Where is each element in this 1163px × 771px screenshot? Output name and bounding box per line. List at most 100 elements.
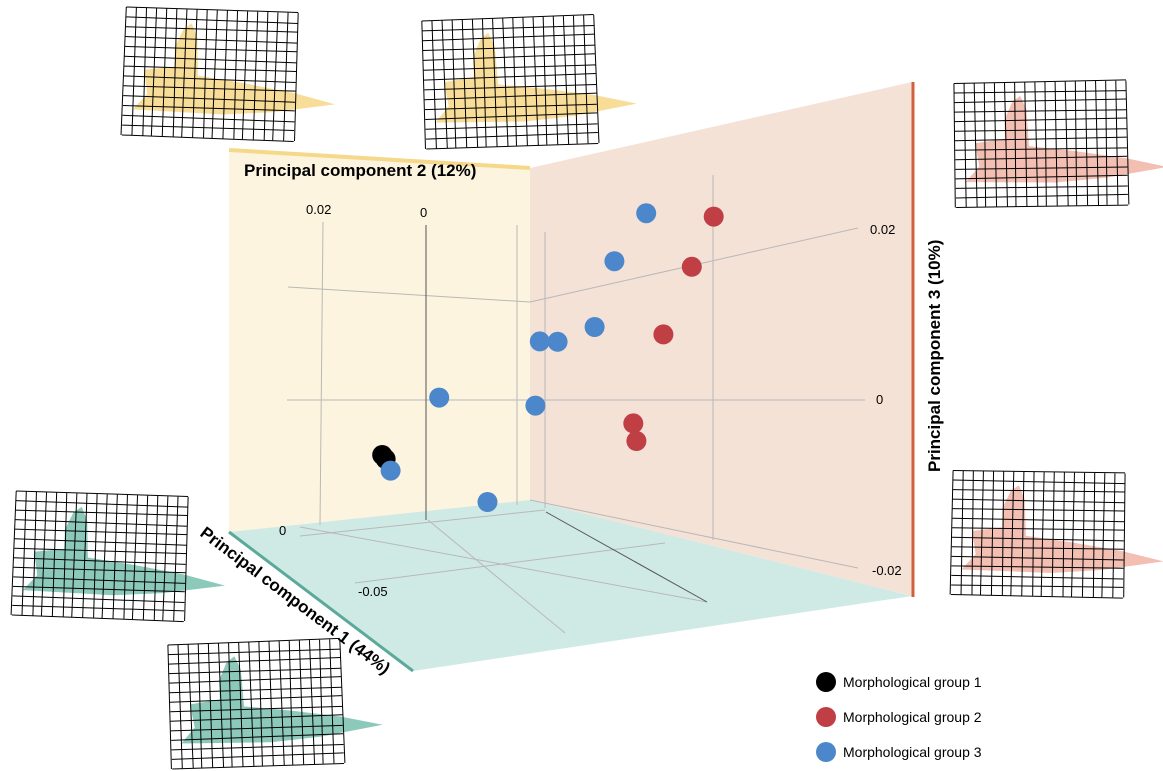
grid-cell-line xyxy=(124,55,297,64)
grid-cell-line xyxy=(423,64,596,71)
grid-cell-line xyxy=(62,492,68,617)
grid-cell-line xyxy=(13,557,186,565)
grid-cell-line xyxy=(252,11,259,140)
grid-cell-line xyxy=(451,19,457,148)
grid-cell-line xyxy=(101,494,108,619)
grid-cell-line xyxy=(13,566,186,574)
grid-cell-line xyxy=(979,471,984,596)
zero-lines xyxy=(425,225,708,603)
grid-cell-line xyxy=(1040,472,1045,597)
grid-cell-line xyxy=(422,44,595,52)
grid-cell-line xyxy=(167,637,340,646)
grid-cell-line xyxy=(441,20,448,149)
point-group-3 xyxy=(604,251,625,272)
grid-cell-line xyxy=(425,132,598,140)
grid-cell-line xyxy=(272,12,279,141)
grid-cell-line xyxy=(1081,472,1086,597)
grid-cell-line xyxy=(51,492,58,617)
pc1-tick-label: 0 xyxy=(279,523,286,538)
grid-cell-line xyxy=(172,8,178,137)
grid-cell-line xyxy=(14,547,187,555)
grid-cell-line xyxy=(167,645,172,770)
grid-cell-line xyxy=(1021,471,1025,596)
pc2-tick-label: 0 xyxy=(420,205,427,220)
grid-cell-line xyxy=(120,7,127,135)
grid-cell-line xyxy=(492,18,498,147)
grid-cell-line xyxy=(238,642,244,767)
grid-cell-line xyxy=(288,640,294,765)
deformation-grid-thumbnail xyxy=(953,79,1163,208)
grid-cell-line xyxy=(1101,473,1106,598)
point-group-3 xyxy=(547,331,568,352)
grid-cell-line xyxy=(522,17,528,146)
grid-cell-line xyxy=(168,648,341,656)
grid-cell-line xyxy=(1014,82,1017,207)
grid-cell-line xyxy=(150,8,158,137)
point-group-3 xyxy=(636,203,657,224)
grid-lines xyxy=(287,175,865,634)
grid-cell-line xyxy=(481,18,487,147)
grid-cell-line xyxy=(955,185,1128,189)
point-group-2 xyxy=(623,413,644,434)
grid-cell-line xyxy=(283,12,289,141)
grid-cell-line xyxy=(953,79,1126,85)
grid-cell-line xyxy=(122,104,295,112)
grid-cell-line xyxy=(319,639,324,764)
grid-cell-line xyxy=(971,470,974,595)
legend-label: Morphological group 1 xyxy=(843,674,982,690)
grid-cell-line xyxy=(15,509,188,517)
pc1-tick-label: -0.05 xyxy=(358,584,388,599)
grid-line xyxy=(299,526,708,603)
grid-cell-line xyxy=(241,11,249,140)
grid-cell-line xyxy=(955,193,1128,199)
grid-cell-line xyxy=(131,495,139,620)
grid-cell-line xyxy=(217,643,225,768)
grid-cell-line xyxy=(512,17,517,146)
grid-cell-line xyxy=(542,16,548,145)
grid-cell-line xyxy=(954,98,1127,104)
grid-cell-line xyxy=(171,752,344,760)
grid-cell-line xyxy=(82,493,88,618)
grid-cell-line xyxy=(461,19,468,148)
grid-cell-line xyxy=(168,667,341,675)
pc3-tick-label: 0 xyxy=(876,392,883,407)
grid-cell-line xyxy=(424,84,597,91)
grid-cell-line xyxy=(124,45,297,53)
grid-cell-line xyxy=(142,7,148,136)
grid-cell-line xyxy=(12,604,185,612)
grid-cell-line xyxy=(207,643,214,768)
grid-cell-line xyxy=(14,538,187,546)
deformation-grid-thumbnail xyxy=(167,637,383,770)
grid-cell-line xyxy=(423,72,596,81)
grid-cell-line xyxy=(952,489,1125,493)
grid-cell-line xyxy=(171,733,344,741)
grid-cell-line xyxy=(278,641,285,766)
grid-cell-line xyxy=(952,527,1125,531)
grid-cell-line xyxy=(161,8,168,137)
legend-label: Morphological group 3 xyxy=(843,744,982,760)
grid-cell-line xyxy=(1092,472,1096,597)
grid-cell-line xyxy=(1010,471,1015,596)
grid-cell-line xyxy=(502,18,509,147)
grid-cell-line xyxy=(953,470,1126,474)
grid-cell-line xyxy=(952,508,1125,512)
grid-cell-line xyxy=(308,640,316,765)
grid-cell-line xyxy=(1001,471,1005,596)
grid-cell-line xyxy=(122,114,295,123)
grid-cell-line xyxy=(228,642,233,767)
grid-cell-line xyxy=(1123,473,1126,598)
grid-line xyxy=(299,509,546,537)
point-group-3 xyxy=(529,331,550,352)
grid-cell-line xyxy=(170,705,343,713)
legend-label: Morphological group 2 xyxy=(843,709,982,725)
grid-cell-line xyxy=(532,17,539,146)
grid-cell-line xyxy=(162,496,169,621)
grid-cell-line xyxy=(963,83,967,208)
grid-cell-line xyxy=(1074,81,1078,206)
grid-cell-line xyxy=(184,497,189,622)
grid-cell-line xyxy=(172,763,345,770)
grid-cell-line xyxy=(951,555,1124,561)
floor-panel xyxy=(229,500,912,671)
deformation-grid-thumbnail xyxy=(120,6,336,143)
deformation-grid-thumbnail xyxy=(949,470,1163,599)
